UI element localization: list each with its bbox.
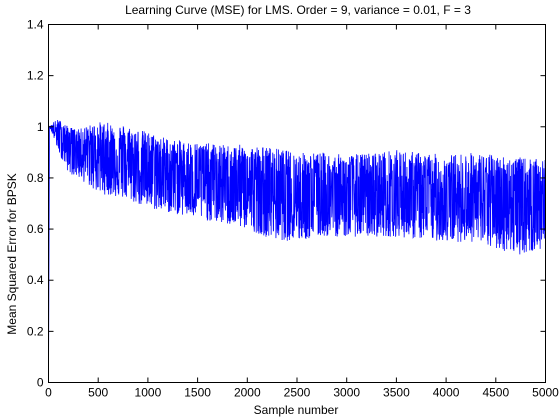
chart-title: Learning Curve (MSE) for LMS. Order = 9,… (125, 3, 471, 17)
x-tick-label: 3500 (383, 386, 410, 400)
x-tick-label: 2000 (234, 386, 261, 400)
x-tick-label: 3000 (333, 386, 360, 400)
y-tick-label: 1 (37, 120, 44, 134)
y-axis-label: Mean Squared Error for BPSK (5, 173, 19, 334)
x-tick-label: 5000 (532, 386, 559, 400)
tick-layer: 0 500 1000 1500 2000 2500 3000 3500 4000 4500 5000… (27, 18, 559, 400)
mse-series-line (48, 119, 546, 383)
y-tick-label: 0 (37, 376, 44, 390)
y-tick-label: 0.2 (27, 324, 44, 338)
y-tick-label: 0.8 (27, 171, 44, 185)
x-tick-label: 4500 (482, 386, 509, 400)
x-tick-label: 2500 (284, 386, 311, 400)
y-tick-label: 0.4 (27, 273, 44, 287)
y-tick-label: 1.2 (27, 69, 44, 83)
x-tick-label: 0 (45, 386, 52, 400)
data-layer (48, 119, 546, 383)
plot-frame (48, 24, 546, 383)
y-tick-label: 1.4 (27, 18, 44, 32)
x-tick-label: 4000 (433, 386, 460, 400)
x-tick-label: 1000 (135, 386, 162, 400)
y-tick-label: 0.6 (27, 222, 44, 236)
x-axis-label: Sample number (254, 403, 339, 417)
x-tick-label: 500 (88, 386, 108, 400)
x-tick-label: 1500 (184, 386, 211, 400)
